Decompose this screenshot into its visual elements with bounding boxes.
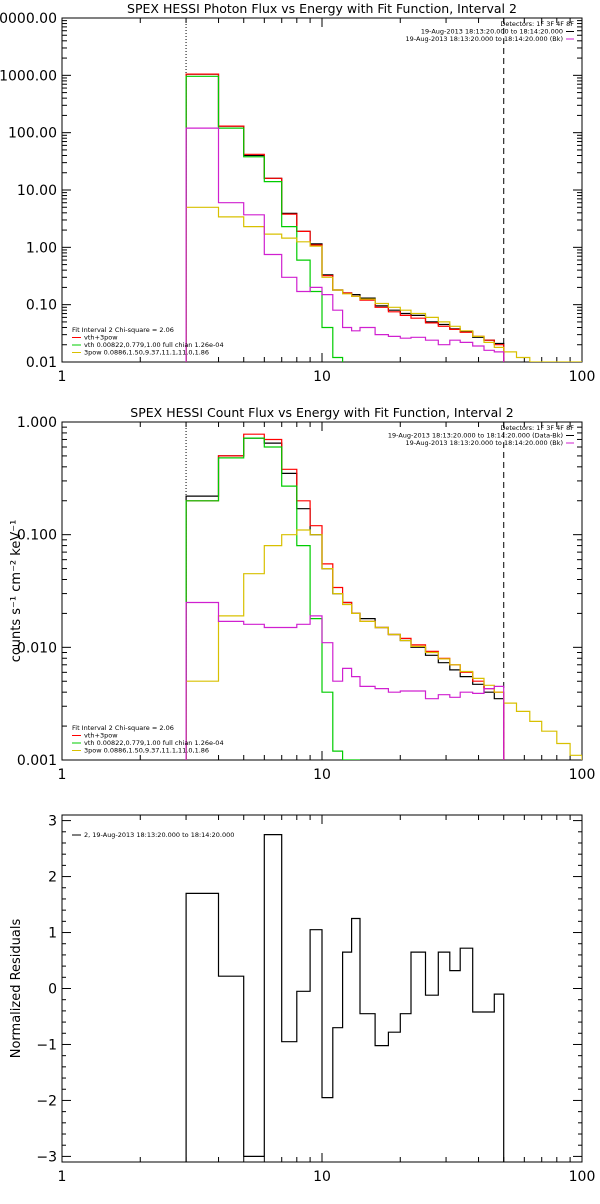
y-tick-label: 0.001 [17,753,57,769]
y-tick-label: 1 [48,926,57,942]
series-bk [185,601,505,760]
y-tick-label: 2 [48,870,57,886]
y-tick-label: 0 [48,982,57,998]
legend-top-right-text: 19-Aug-2013 18:13:20.000 to 18:14:20.000 [421,28,563,36]
x-tick-label: 10 [313,767,331,783]
legend-bottom-left-text: 3pow 0.0886,1.50,9.37,11.1,11.0,1.86 [84,349,209,357]
series-vth [185,437,360,760]
series-group [185,834,505,1162]
y-tick-label: −3 [36,1149,57,1165]
legend-top-left-text: 2, 19-Aug-2013 18:13:20.000 to 18:14:20.… [84,831,234,839]
y-tick-label: 10000.00 [0,11,57,27]
series-group [185,73,582,362]
legend-bottom-left-text: vth 0.00822,0.779,1.00 full chian 1.26e-… [84,341,224,349]
x-tick-label: 1 [58,369,67,385]
legend-bottom-left-text: Fit Interval 2 Chi-square = 2.06 [72,724,174,732]
x-tick-label: 100 [569,767,596,783]
y-tick-label: 3 [48,814,57,830]
y-tick-label: 0.10 [26,298,57,314]
y-tick-label: −2 [36,1093,57,1109]
legend-top-right-text: Detectors: 1F 3F 4F 8F [500,424,574,432]
y-tick-label: 1.00 [26,240,57,256]
x-tick-label: 1 [58,1169,67,1185]
legend-bottom-left-text: Fit Interval 2 Chi-square = 2.06 [72,326,174,334]
chart-panel-1: SPEX HESSI Photon Flux vs Energy with Fi… [0,1,595,385]
series-bk [185,127,505,362]
legend-bottom-left-text: vth+3pow [84,334,118,342]
legend-top-right-text: 19-Aug-2013 18:13:20.000 to 18:14:20.000… [406,35,563,43]
y-tick-label: 10.00 [17,183,57,199]
x-tick-label: 100 [569,1169,596,1185]
x-tick-label: 10 [313,1169,331,1185]
x-tick-label: 10 [313,369,331,385]
x-tick-label: 100 [569,369,596,385]
y-tick-label: 0.100 [17,528,57,544]
y-tick-label: 0.01 [26,355,57,371]
y-tick-label: 0.010 [17,640,57,656]
legend-bottom-left-text: vth+3pow [84,732,118,740]
y-axis-label: counts s⁻¹ cm⁻² keV⁻¹ [9,520,24,663]
series-group [185,433,582,760]
legend-bottom-left-text: 3pow 0.0886,1.50,9.37,11.1,11.0,1.86 [84,747,209,755]
chart-panel-2: SPEX HESSI Count Flux vs Energy with Fit… [9,405,595,783]
y-tick-label: 100.00 [8,126,57,142]
legend-top-right-text: 19-Aug-2013 18:13:20.000 to 18:14:20.000… [406,439,563,447]
series-data [185,73,505,362]
y-tick-label: 1000.00 [0,68,57,84]
series-vth-3pow [185,73,505,362]
series-3pow [185,529,582,760]
y-tick-label: −1 [36,1037,57,1053]
series-vth-3pow [185,433,505,760]
chart-panel-3: Normalized Residuals 1 10 100 −3 −2 −1 0 1 2 3 2, 1… [9,814,595,1185]
series-vth [185,75,344,362]
y-axis-label: Normalized Residuals [9,919,24,1059]
series-residuals [185,834,505,1162]
series-data [185,437,505,760]
y-tick-label: 1.000 [17,415,57,431]
x-tick-label: 1 [58,767,67,783]
chart-title: SPEX HESSI Count Flux vs Energy with Fit… [130,405,513,420]
series-3pow [185,206,582,362]
legend-top-right-text: Detectors: 1F 3F 4F 8F [500,20,574,28]
chart-title: SPEX HESSI Photon Flux vs Energy with Fi… [127,1,517,16]
legend-top-right-text: 19-Aug-2013 18:13:20.000 to 18:14:20.000… [388,432,563,440]
legend-bottom-left-text: vth 0.00822,0.779,1.00 full chian 1.26e-… [84,739,224,747]
